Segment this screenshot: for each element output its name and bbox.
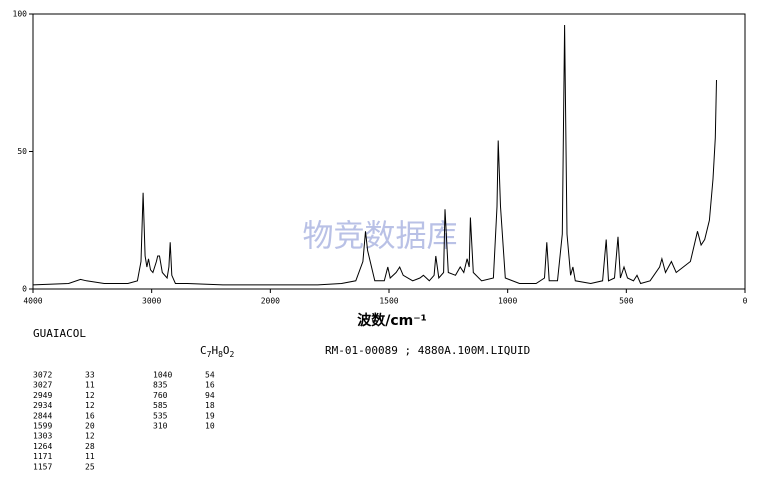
peak-intensity: 19 <box>205 411 215 420</box>
peak-intensity: 28 <box>85 442 95 451</box>
peak-wavenumber: 1264 <box>33 442 52 451</box>
peak-intensity: 16 <box>85 411 95 420</box>
peak-intensity: 25 <box>85 462 95 471</box>
formula: C7H8O2 <box>200 344 235 359</box>
peak-intensity: 11 <box>85 381 95 390</box>
peak-intensity: 12 <box>85 432 95 441</box>
peak-intensity: 54 <box>205 371 215 380</box>
x-tick-label: 3000 <box>142 297 161 306</box>
compound-name: GUAIACOL <box>33 327 86 340</box>
x-tick-label: 1500 <box>379 297 398 306</box>
x-tick-label: 4000 <box>23 297 42 306</box>
x-tick-label: 2000 <box>261 297 280 306</box>
peak-intensity: 33 <box>85 371 95 380</box>
peak-wavenumber: 2934 <box>33 401 52 410</box>
peak-wavenumber: 2949 <box>33 391 52 400</box>
x-tick-label: 500 <box>619 297 634 306</box>
peak-wavenumber: 1040 <box>153 371 172 380</box>
x-axis-label: 波数/cm⁻¹ <box>357 312 427 329</box>
peak-wavenumber: 835 <box>153 381 168 390</box>
peak-wavenumber: 760 <box>153 391 168 400</box>
peak-wavenumber: 585 <box>153 401 168 410</box>
peak-wavenumber: 3027 <box>33 381 52 390</box>
peak-wavenumber: 535 <box>153 411 168 420</box>
x-tick-label: 0 <box>743 297 748 306</box>
peak-intensity: 16 <box>205 381 215 390</box>
peak-intensity: 20 <box>85 422 95 431</box>
peak-wavenumber: 1157 <box>33 462 52 471</box>
peak-intensity: 10 <box>205 422 215 431</box>
peak-intensity: 12 <box>85 391 95 400</box>
peak-intensity: 12 <box>85 401 95 410</box>
peak-wavenumber: 1171 <box>33 452 52 461</box>
peak-wavenumber: 1303 <box>33 432 52 441</box>
peak-wavenumber: 2844 <box>33 411 52 420</box>
y-tick-label: 50 <box>17 147 27 156</box>
x-tick-label: 1000 <box>498 297 517 306</box>
y-tick-label: 0 <box>22 285 27 294</box>
watermark: 物竞数据库 <box>303 219 458 255</box>
y-tick-label: 100 <box>13 10 28 19</box>
peak-wavenumber: 3072 <box>33 371 52 380</box>
peak-intensity: 94 <box>205 391 215 400</box>
reference: RM-01-00089 ; 4880A.100M.LIQUID <box>325 344 530 357</box>
peak-wavenumber: 310 <box>153 422 168 431</box>
peak-intensity: 11 <box>85 452 95 461</box>
peak-wavenumber: 1599 <box>33 422 52 431</box>
spectrum-line <box>32 24 717 286</box>
peak-intensity: 18 <box>205 401 215 410</box>
